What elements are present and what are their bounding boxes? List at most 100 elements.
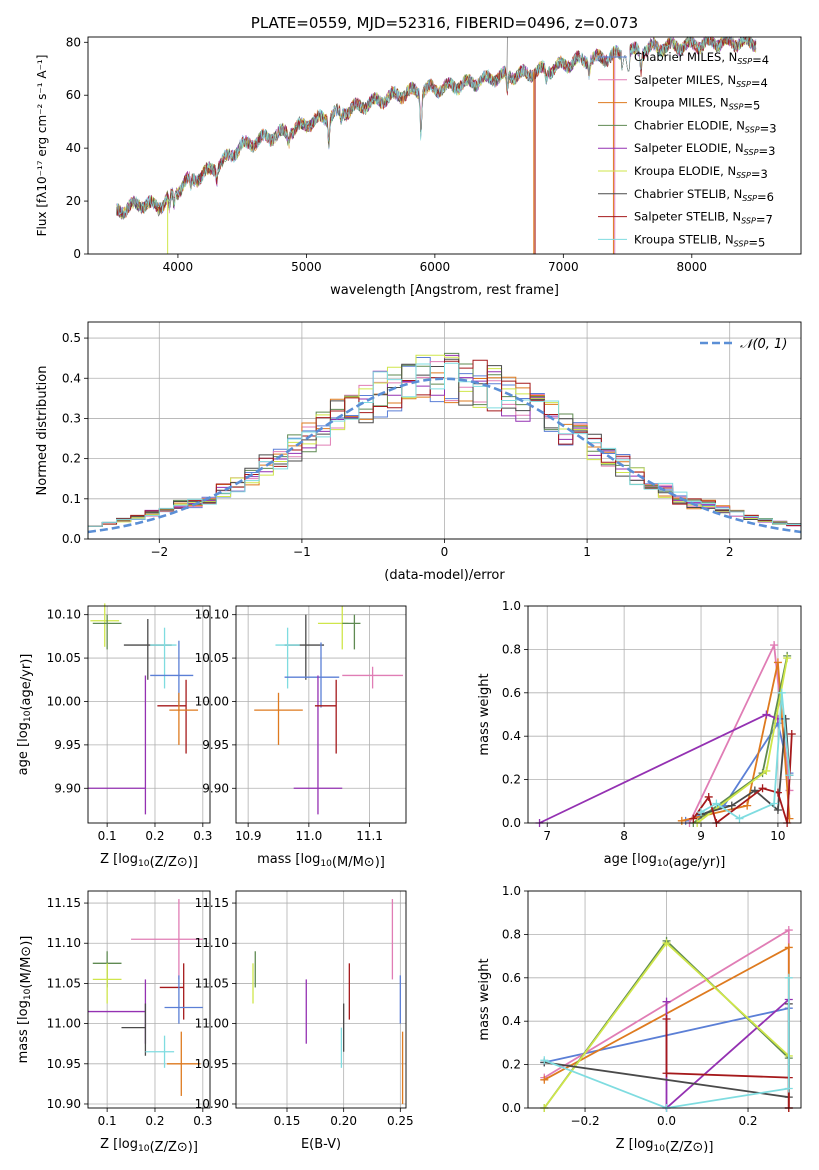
data-point — [150, 627, 177, 689]
x-tick-label: 0.15 — [274, 1114, 301, 1128]
weight-marker — [689, 814, 698, 823]
y-tick-label: 20 — [66, 194, 81, 208]
y-axis-label: mass [log10(M/M⊙)] — [16, 936, 34, 1064]
legend-label: 𝒩(0, 1) — [740, 337, 787, 352]
weight-marker — [662, 939, 671, 948]
x-tick-label: 8 — [620, 829, 628, 843]
data-point — [131, 899, 203, 980]
weight-marker — [743, 801, 752, 810]
panel-Z-age: 0.1 0.2 0.3 9.90 9.95 10.00 10.05 10.10 Z [log10… — [16, 603, 212, 870]
weight-line — [700, 692, 791, 820]
y-tick-label: 0.5 — [62, 331, 81, 345]
y-tick-label: 11.15 — [47, 896, 81, 910]
y-axis-label: Flux [fλ10⁻¹⁷ erg cm⁻² s⁻¹ A⁻¹] — [35, 55, 49, 237]
y-tick-label: 0.1 — [62, 492, 81, 506]
emission-spike — [506, 36, 508, 80]
legend-label: Salpeter STELIB, NSSP=7 — [634, 210, 773, 227]
y-tick-label: 10.90 — [195, 1097, 229, 1111]
y-tick-label: 10.00 — [195, 694, 229, 708]
y-tick-label: 0.4 — [502, 1014, 521, 1028]
gaussian-curve — [87, 377, 802, 534]
x-tick-label: 8000 — [677, 260, 708, 274]
x-axis-label: age [log10(age/yr)] — [604, 852, 726, 870]
y-tick-label: 0.6 — [502, 971, 521, 985]
y-tick-label: 10.00 — [47, 694, 81, 708]
weight-marker — [662, 1069, 671, 1078]
spectrum-line — [116, 36, 757, 218]
data-point — [284, 642, 340, 708]
y-axis-label: age [log10(age/yr)] — [16, 654, 34, 776]
y-tick-label: 11.10 — [47, 936, 81, 950]
axes-frame — [87, 321, 802, 540]
weight-marker — [787, 730, 796, 739]
x-tick-label: 4000 — [163, 260, 194, 274]
weight-marker — [727, 801, 736, 810]
weight-marker — [762, 766, 771, 775]
data-point — [92, 963, 122, 1004]
data-point — [284, 614, 325, 680]
data-point — [88, 675, 147, 815]
legend-label: Salpeter ELODIE, NSSP=3 — [634, 141, 775, 158]
panel-spectrum: 4000 5000 6000 7000 8000 0 20 40 60 80 PLATE=0559,… — [35, 14, 802, 298]
x-axis-label: Z [log10(Z/Z⊙)] — [100, 852, 198, 870]
y-tick-label: 60 — [66, 88, 81, 102]
data-point — [159, 963, 185, 1020]
x-tick-label: 7000 — [548, 260, 579, 274]
weight-marker — [758, 784, 767, 793]
legend-label: Salpeter MILES, NSSP=4 — [634, 73, 768, 90]
weight-marker — [704, 792, 713, 801]
y-tick-label: 0.2 — [502, 1058, 521, 1072]
axes-frame — [235, 890, 407, 1109]
x-tick-label: −2 — [150, 545, 168, 559]
y-tick-label: 0.0 — [502, 816, 521, 830]
panel-Z-mass: 0.1 0.2 0.3 10.90 10.95 11.00 11.05 11.10 11.15 Z… — [16, 890, 212, 1155]
weight-marker — [662, 1015, 671, 1024]
data-point — [150, 640, 194, 706]
x-tick-label: 11.1 — [356, 829, 383, 843]
data-point — [342, 614, 361, 650]
weight-marker — [784, 943, 793, 952]
y-axis-label: mass weight — [477, 958, 492, 1040]
data-point — [121, 1003, 147, 1056]
panel-mass-age: 10.9 11.0 11.1 9.90 9.95 10.00 10.05 10.10 mass … — [195, 605, 407, 870]
axes-frame — [87, 890, 211, 1109]
data-point — [145, 1035, 175, 1068]
x-tick-label: 0.20 — [330, 1114, 357, 1128]
data-point — [342, 666, 403, 689]
weight-marker — [784, 926, 793, 935]
data-point — [317, 606, 349, 650]
y-tick-label: 10.95 — [47, 1057, 81, 1071]
x-axis-label: mass [log10(M/M⊙)] — [257, 852, 385, 870]
y-tick-label: 10.95 — [195, 1057, 229, 1071]
x-tick-label: 6000 — [420, 260, 451, 274]
x-tick-label: 0.1 — [98, 829, 117, 843]
y-tick-label: 9.95 — [202, 738, 229, 752]
x-tick-label: 0.3 — [193, 1114, 212, 1128]
y-tick-label: 0.8 — [502, 927, 521, 941]
legend-label: Chabrier STELIB, NSSP=6 — [634, 187, 774, 204]
x-tick-label: 0.1 — [98, 1114, 117, 1128]
chart-title: PLATE=0559, MJD=52316, FIBERID=0496, z=0… — [251, 14, 638, 32]
weight-marker — [773, 805, 782, 814]
spectrum-line — [116, 36, 757, 219]
axes-frame — [235, 605, 407, 824]
data-point — [314, 679, 337, 754]
legend: Chabrier MILES, NSSP=4 Salpeter MILES, NS… — [598, 50, 777, 249]
x-tick-label: 7 — [543, 829, 551, 843]
weight-marker — [712, 799, 721, 808]
y-tick-label: 9.90 — [54, 781, 81, 795]
legend-label: Kroupa ELODIE, NSSP=3 — [634, 164, 768, 181]
weight-marker — [735, 814, 744, 823]
data-point — [90, 603, 120, 647]
y-tick-label: 0.8 — [502, 642, 521, 656]
x-tick-label: 0.2 — [145, 829, 164, 843]
y-tick-label: 11.10 — [195, 936, 229, 950]
y-tick-label: 0.4 — [502, 729, 521, 743]
y-tick-label: 10.05 — [195, 651, 229, 665]
panel-Z-weight: −0.2 0.0 0.2 0.0 0.2 0.4 0.6 0.8 1.0 Z [log10(Z/Z… — [477, 884, 802, 1155]
data-point — [254, 692, 303, 745]
y-axis-label: Normed distribution — [35, 366, 50, 496]
y-tick-label: 0.2 — [502, 773, 521, 787]
y-tick-label: 0.0 — [502, 1101, 521, 1115]
y-tick-label: 9.95 — [54, 738, 81, 752]
